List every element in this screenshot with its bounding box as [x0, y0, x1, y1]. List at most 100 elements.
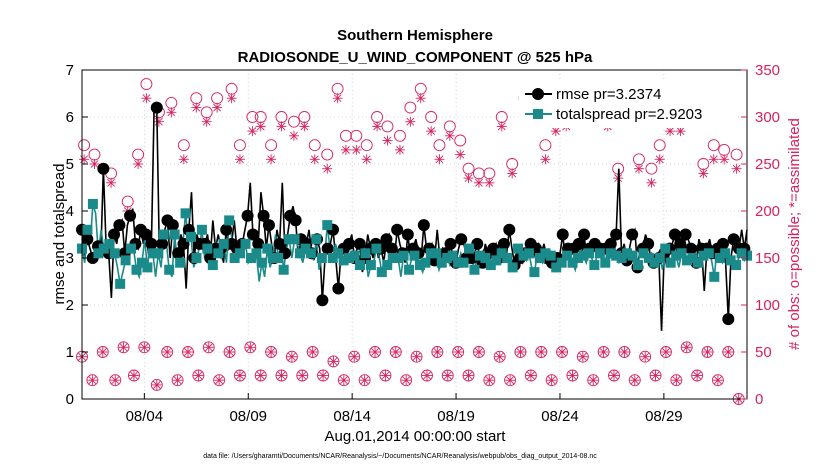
totalspread-point: [616, 253, 627, 263]
obs-possible-marker: [394, 129, 406, 142]
totalspread-point: [714, 253, 725, 263]
obs-assimilated-marker: [577, 351, 588, 362]
totalspread-point: [731, 260, 742, 271]
obs-possible-marker: [443, 120, 456, 133]
totalspread-point: [660, 243, 671, 254]
obs-assimilated-marker: [351, 144, 362, 155]
obs-assimilated-marker: [191, 102, 202, 113]
tick-label-x: 08/14: [333, 408, 371, 425]
obs-assimilated-marker: [712, 375, 723, 386]
obs-assimilated-marker: [629, 375, 640, 386]
obs-possible-marker: [96, 346, 109, 358]
tick-label-right: 350: [755, 62, 780, 79]
rmse-point: [97, 162, 110, 175]
rmse-point: [503, 223, 516, 236]
totalspread-point: [202, 243, 213, 254]
y-axis-label-right: # of obs: o=possible; *=assimilated: [786, 118, 803, 350]
obs-possible-marker: [348, 350, 361, 363]
totalspread-point: [196, 224, 207, 235]
totalspread-point: [507, 262, 518, 273]
rmse-point: [497, 237, 510, 250]
rmse-point: [124, 209, 137, 222]
y-axis-label: rmse and totalspread: [51, 164, 68, 305]
obs-assimilated-marker: [151, 379, 162, 390]
obs-possible-marker: [472, 167, 485, 180]
totalspread-point: [692, 257, 703, 268]
obs-possible-marker: [275, 111, 288, 123]
rmse-point: [81, 233, 94, 246]
obs-possible-marker: [645, 162, 658, 175]
obs-possible-marker: [350, 129, 363, 142]
rmse-point: [727, 233, 740, 246]
x-axis-label: Aug.01,2014 00:00:00 start: [325, 428, 507, 445]
totalspread-point: [474, 250, 485, 261]
totalspread-point: [245, 253, 256, 263]
obs-assimilated-marker: [473, 347, 484, 357]
obs-possible-marker: [150, 378, 163, 391]
obs-possible-marker: [254, 369, 267, 382]
obs-assimilated-marker: [361, 154, 372, 165]
rmse-point: [556, 228, 569, 241]
rmse-point: [578, 228, 591, 241]
obs-possible-marker: [404, 101, 417, 114]
obs-assimilated-marker: [654, 154, 665, 165]
rmse-point: [316, 294, 329, 307]
totalspread-point: [142, 262, 153, 273]
obs-assimilated-marker: [201, 116, 212, 127]
totalspread-point: [529, 267, 540, 278]
totalspread-point: [93, 248, 104, 259]
obs-possible-marker: [233, 369, 246, 382]
totalspread-point: [393, 253, 404, 263]
obs-assimilated-marker: [442, 370, 453, 381]
obs-assimilated-marker: [234, 370, 245, 381]
totalspread-point: [720, 248, 731, 259]
obs-possible-marker: [566, 369, 579, 382]
obs-possible-marker: [472, 346, 485, 358]
totalspread-point: [349, 250, 360, 261]
obs-possible-marker: [296, 369, 309, 382]
obs-possible-marker: [462, 162, 475, 175]
totalspread-point: [169, 229, 180, 240]
obs-assimilated-marker: [540, 154, 551, 165]
obs-assimilated-marker: [426, 126, 437, 137]
totalspread-point: [327, 253, 338, 263]
rmse-point: [471, 237, 484, 250]
obs-possible-marker: [495, 111, 508, 123]
totalspread-point: [158, 229, 169, 240]
rmse-point: [257, 209, 270, 222]
obs-possible-marker: [254, 111, 267, 123]
obs-assimilated-marker: [106, 177, 117, 188]
obs-assimilated-marker: [203, 342, 214, 353]
legend-totalspread-label: totalspread pr=2.9203: [556, 106, 702, 123]
totalspread-point: [109, 248, 120, 259]
totalspread-point: [153, 248, 164, 259]
obs-possible-marker: [306, 346, 319, 358]
totalspread-point: [387, 253, 398, 263]
totalspread-point: [322, 220, 333, 231]
totalspread-point: [136, 257, 147, 268]
totalspread-point: [104, 238, 115, 249]
totalspread-point: [278, 264, 289, 275]
obs-possible-marker: [718, 143, 731, 156]
rmse-point: [353, 237, 366, 250]
totalspread-point: [120, 255, 131, 266]
rmse-point: [150, 101, 163, 114]
totalspread-point: [496, 248, 507, 259]
tick-label-right: 150: [755, 250, 780, 267]
obs-assimilated-marker: [650, 370, 661, 381]
rmse-point: [626, 228, 639, 241]
rmse-point: [642, 237, 655, 250]
obs-possible-marker: [691, 369, 704, 382]
obs-possible-marker: [275, 369, 288, 382]
totalspread-point: [414, 260, 425, 271]
obs-assimilated-marker: [338, 375, 349, 386]
obs-possible-marker: [454, 134, 467, 147]
totalspread-point: [207, 260, 218, 271]
totalspread-point: [442, 253, 453, 263]
obs-assimilated-marker: [255, 121, 266, 132]
legend-box: [519, 82, 737, 128]
rmse-point: [716, 237, 729, 250]
obs-possible-marker: [317, 369, 330, 382]
obs-assimilated-marker: [411, 351, 422, 362]
